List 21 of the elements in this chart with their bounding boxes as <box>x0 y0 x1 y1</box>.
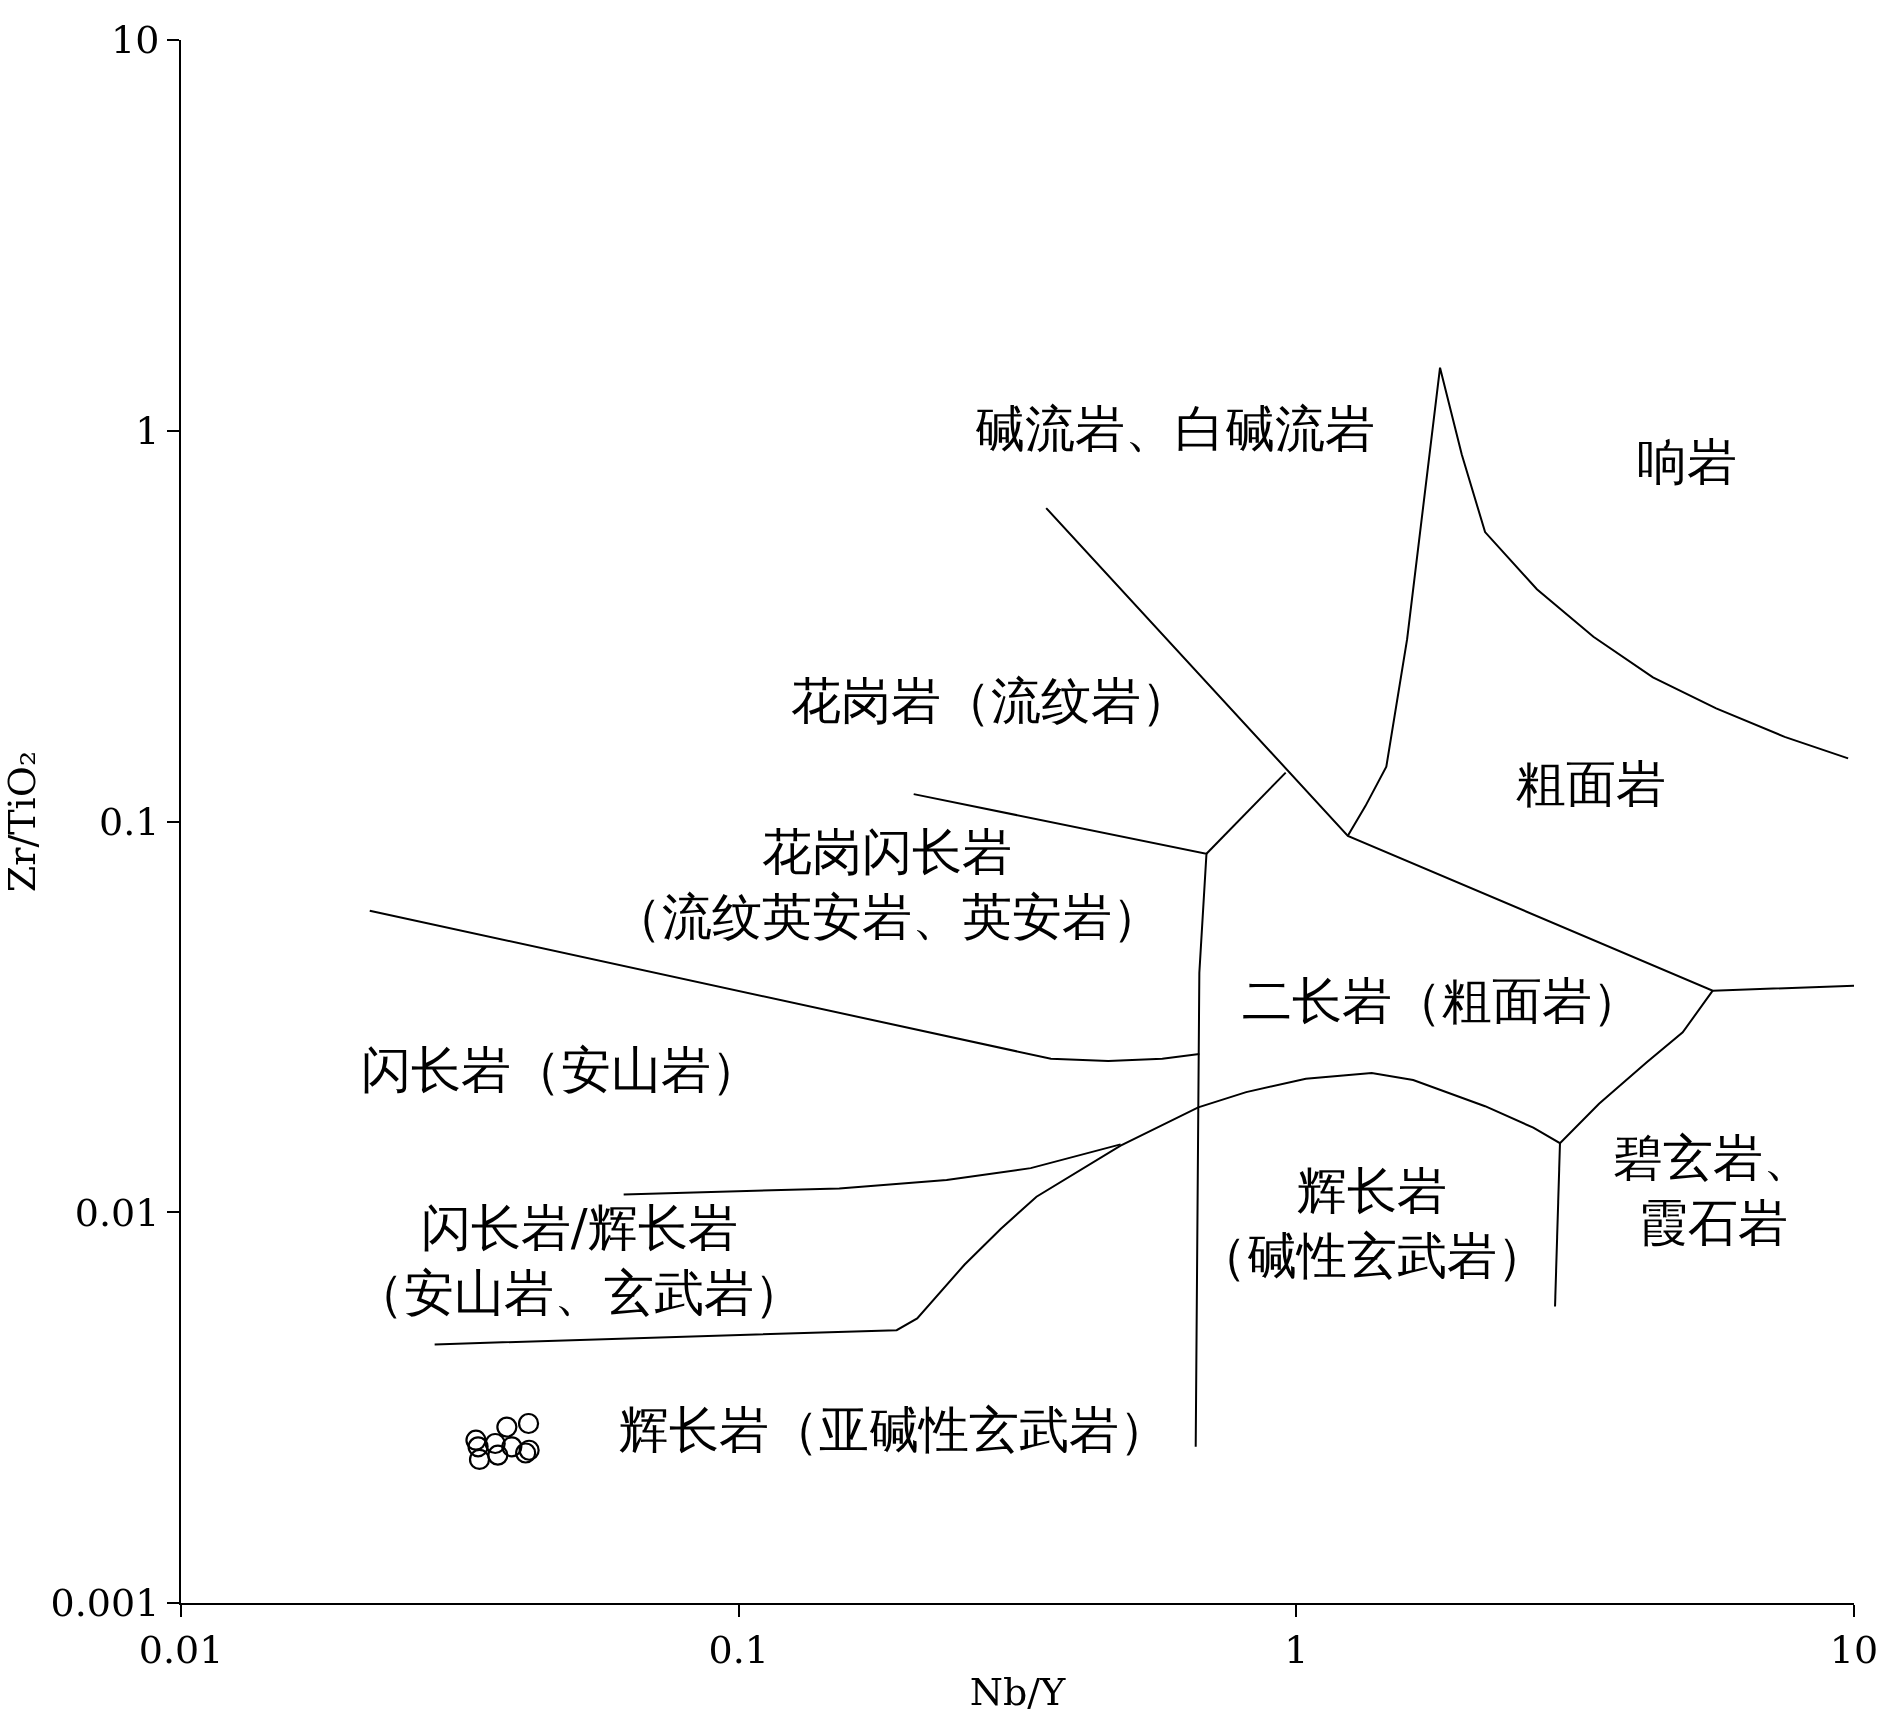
x-axis-title: Nb/Y <box>969 1670 1067 1715</box>
annotation: 辉长岩（碱性玄武岩） <box>1197 1161 1548 1285</box>
annotation: 响岩 <box>1636 433 1737 492</box>
annotation: 花岗闪长岩（流纹英安岩、英安岩） <box>612 822 1163 946</box>
annotation: 闪长岩（安山岩） <box>360 1041 761 1100</box>
annotation: 碧玄岩、霞石岩 <box>1613 1129 1814 1253</box>
y-axis-title: Zr/TiO₂ <box>0 750 44 893</box>
annotation: 花岗岩（流纹岩） <box>790 672 1191 731</box>
y-tick-label: 10 <box>111 18 160 63</box>
annotation: 闪长岩/辉长岩（安山岩、玄武岩） <box>354 1199 805 1323</box>
y-tick-label: 0.1 <box>98 799 160 844</box>
annotation: 辉长岩（亚碱性玄武岩） <box>618 1400 1169 1459</box>
x-tick-label: 0.1 <box>708 1627 769 1672</box>
annotation: 二长岩（粗面岩） <box>1242 972 1643 1031</box>
annotation: 碱流岩、白碱流岩 <box>974 400 1375 459</box>
x-tick-label: 1 <box>1284 1627 1309 1672</box>
annotation: 粗面岩 <box>1516 755 1667 814</box>
y-tick-label: 0.01 <box>74 1190 160 1235</box>
y-tick-label: 1 <box>135 409 160 454</box>
x-tick-label: 10 <box>1829 1627 1879 1672</box>
y-tick-label: 0.001 <box>50 1581 160 1626</box>
